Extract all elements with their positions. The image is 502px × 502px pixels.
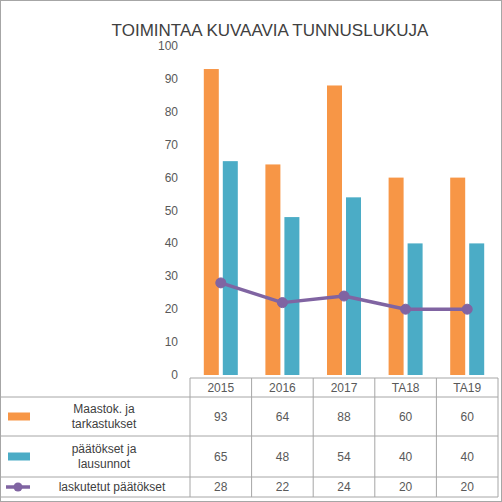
data-table: 2015 2016 2017 TA18 TA19 Maastok. jatarkastuk… (0, 378, 498, 497)
legend-label-line: laskutetut päätökset (59, 480, 166, 494)
marker (216, 278, 226, 288)
table-value: 20 (461, 480, 475, 494)
bar (265, 164, 280, 375)
x-tick-label: 2016 (269, 381, 296, 395)
table-line (251, 378, 252, 497)
table-value: 28 (214, 480, 228, 494)
legend-label-line: lausunnot (78, 457, 131, 471)
table-line (0, 436, 498, 437)
table-value: 22 (276, 480, 290, 494)
y-tick-label: 70 (165, 138, 179, 152)
y-tick-label: 10 (165, 335, 179, 349)
marker (277, 298, 287, 308)
y-tick-label: 0 (171, 368, 178, 382)
table-value: 93 (214, 410, 228, 424)
bar (204, 69, 219, 375)
title: TOIMINTAA KUVAAVIA TUNNUSLUKUJA (112, 21, 429, 40)
table-line (0, 477, 498, 478)
table-line (313, 378, 314, 497)
table-value: 60 (461, 410, 475, 424)
y-tick-label: 20 (165, 302, 179, 316)
x-tick-label: 2017 (331, 381, 358, 395)
legend-label: laskutetut päätökset (59, 480, 166, 494)
y-tick-label: 80 (165, 105, 179, 119)
table-value: 88 (337, 410, 351, 424)
bar (389, 178, 404, 375)
table-value: 65 (214, 450, 228, 464)
table-value: 24 (337, 480, 351, 494)
table-line (0, 397, 498, 398)
legend-swatch (8, 413, 30, 421)
table-value: 20 (399, 480, 413, 494)
y-tick-label: 40 (165, 236, 179, 250)
marker (462, 304, 472, 314)
plot-area (204, 69, 484, 375)
legend-label: päätökset jalausunnot (72, 442, 137, 471)
y-tick-label: 50 (165, 204, 179, 218)
legend-label-line: päätökset ja (72, 442, 137, 456)
table-line (436, 378, 437, 497)
table-line (190, 378, 191, 497)
bar (223, 161, 238, 375)
table-value: 54 (337, 450, 351, 464)
x-tick-label: 2015 (207, 381, 234, 395)
marker (339, 291, 349, 301)
y-tick-label: 90 (165, 72, 179, 86)
table-value: 40 (461, 450, 475, 464)
table-line (374, 378, 375, 497)
legend-swatch (14, 483, 23, 492)
table-value: 60 (399, 410, 413, 424)
table-line (0, 497, 498, 498)
table-value: 48 (276, 450, 290, 464)
frame (1, 1, 502, 502)
bar (346, 197, 361, 375)
x-tick-label: TA19 (453, 381, 481, 395)
chart: TOIMINTAA KUVAAVIA TUNNUSLUKUJA 0 10 20 30 40… (0, 0, 502, 502)
marker (401, 304, 411, 314)
table-value: 64 (276, 410, 290, 424)
table-line (190, 378, 498, 379)
legend-swatch (8, 453, 30, 461)
bar (450, 178, 465, 375)
table-value: 40 (399, 450, 413, 464)
legend-label: Maastok. jatarkastukset (72, 402, 137, 431)
bar (327, 85, 342, 375)
y-tick-label: 60 (165, 171, 179, 185)
x-tick-label: TA18 (392, 381, 420, 395)
bar (284, 217, 299, 375)
line (221, 283, 467, 309)
y-tick-label: 100 (158, 39, 178, 53)
table-line (498, 378, 499, 497)
legend-label-line: Maastok. ja (73, 402, 135, 416)
y-tick-label: 30 (165, 269, 179, 283)
legend-label-line: tarkastukset (72, 417, 137, 431)
